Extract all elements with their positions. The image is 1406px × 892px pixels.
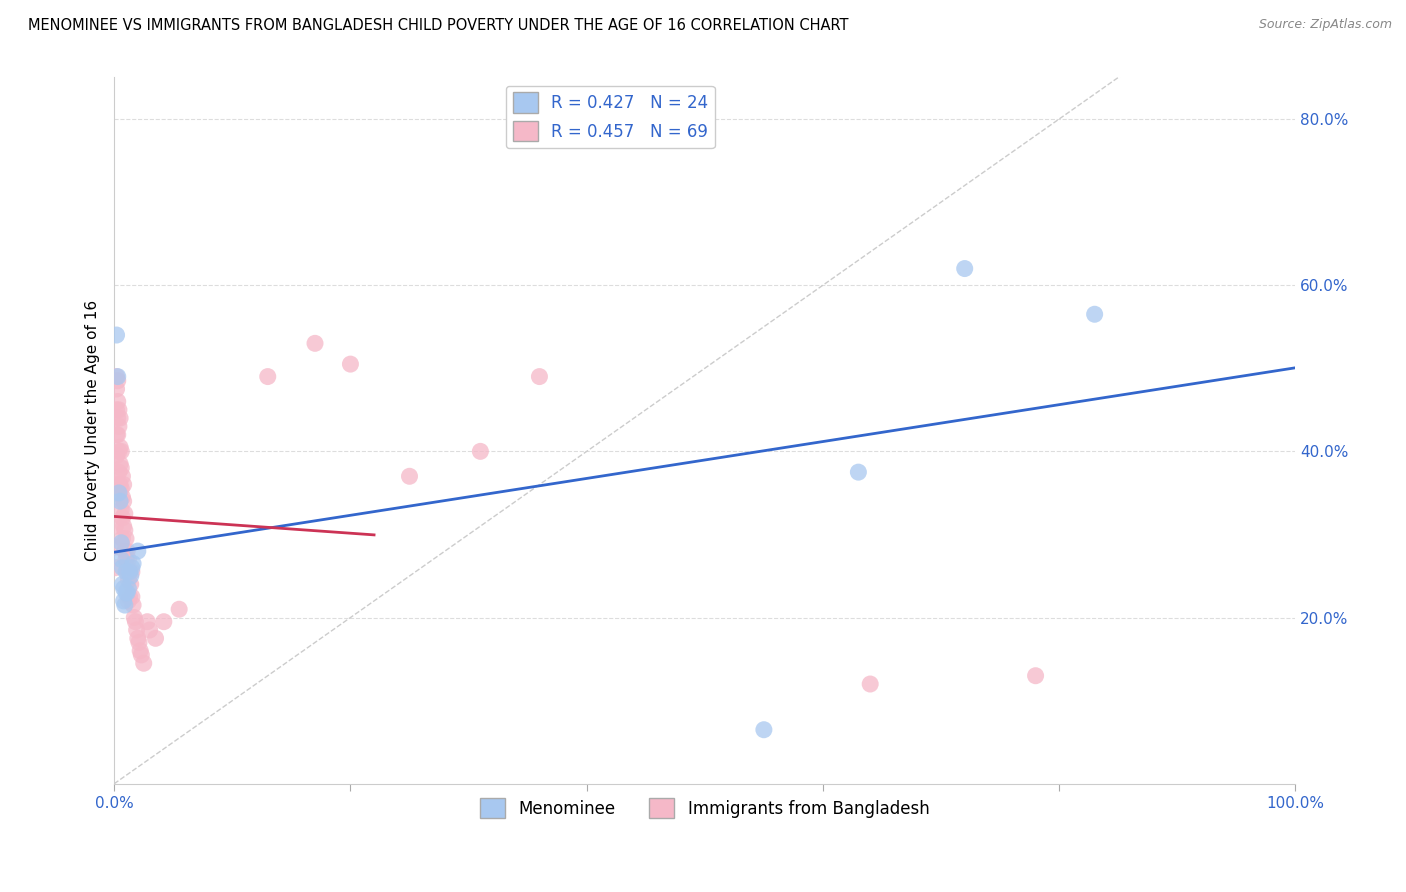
Point <box>115 565 138 579</box>
Point <box>108 457 131 471</box>
Point <box>111 490 134 504</box>
Point <box>108 465 131 479</box>
Text: Source: ZipAtlas.com: Source: ZipAtlas.com <box>1258 18 1392 31</box>
Point <box>117 594 139 608</box>
Point <box>122 610 145 624</box>
Point <box>752 723 775 737</box>
Point <box>153 615 176 629</box>
Point <box>118 565 141 579</box>
Point <box>110 502 132 516</box>
Point <box>127 632 149 646</box>
Point <box>256 369 278 384</box>
Point <box>115 565 138 579</box>
Point <box>118 565 141 579</box>
Point <box>105 369 128 384</box>
Point <box>107 477 129 491</box>
Point <box>112 477 135 491</box>
Point <box>398 469 420 483</box>
Point <box>108 486 131 500</box>
Point <box>120 569 142 583</box>
Point <box>121 565 143 579</box>
Point <box>128 635 150 649</box>
Point <box>339 357 361 371</box>
Point <box>105 328 128 343</box>
Point <box>104 560 127 574</box>
Point <box>121 590 143 604</box>
Point <box>105 382 128 396</box>
Point <box>111 511 134 525</box>
Point <box>112 494 135 508</box>
Point <box>1025 669 1047 683</box>
Point <box>848 465 870 479</box>
Point <box>110 444 132 458</box>
Point <box>117 552 139 566</box>
Point <box>118 590 141 604</box>
Point <box>108 444 131 458</box>
Point <box>107 411 129 425</box>
Point <box>110 535 132 549</box>
Point <box>115 585 138 599</box>
Point <box>127 544 149 558</box>
Point <box>114 507 136 521</box>
Legend: Menominee, Immigrants from Bangladesh: Menominee, Immigrants from Bangladesh <box>474 791 936 825</box>
Point <box>111 469 134 483</box>
Point <box>859 677 882 691</box>
Point <box>105 449 128 463</box>
Point <box>167 602 190 616</box>
Point <box>108 440 131 454</box>
Point <box>115 585 138 599</box>
Point <box>104 540 127 554</box>
Point <box>470 444 492 458</box>
Point <box>104 519 127 533</box>
Point <box>111 577 134 591</box>
Point <box>304 336 326 351</box>
Point <box>110 461 132 475</box>
Point <box>136 615 159 629</box>
Point <box>112 519 135 533</box>
Point <box>138 623 160 637</box>
Point <box>125 623 148 637</box>
Y-axis label: Child Poverty Under the Age of 16: Child Poverty Under the Age of 16 <box>86 300 100 561</box>
Point <box>953 261 976 276</box>
Point <box>129 644 152 658</box>
Point <box>114 524 136 538</box>
Point <box>122 598 145 612</box>
Point <box>111 560 134 574</box>
Point <box>108 402 131 417</box>
Point <box>124 615 146 629</box>
Point <box>107 394 129 409</box>
Text: MENOMINEE VS IMMIGRANTS FROM BANGLADESH CHILD POVERTY UNDER THE AGE OF 16 CORREL: MENOMINEE VS IMMIGRANTS FROM BANGLADESH … <box>28 18 849 33</box>
Point <box>107 369 129 384</box>
Point <box>145 632 167 646</box>
Point <box>114 544 136 558</box>
Point <box>120 577 142 591</box>
Point <box>111 532 134 546</box>
Point <box>115 532 138 546</box>
Point <box>115 544 138 558</box>
Point <box>107 374 129 388</box>
Point <box>117 582 139 596</box>
Point <box>107 427 129 442</box>
Point <box>529 369 551 384</box>
Point <box>131 648 153 662</box>
Point <box>1084 307 1107 321</box>
Point <box>114 598 136 612</box>
Point <box>115 552 138 566</box>
Point <box>110 552 132 566</box>
Point <box>108 477 131 491</box>
Point <box>110 482 132 496</box>
Point <box>105 427 128 442</box>
Point <box>108 494 131 508</box>
Point <box>108 419 131 434</box>
Point <box>132 657 155 671</box>
Point <box>122 557 145 571</box>
Point <box>112 582 135 596</box>
Point <box>117 573 139 587</box>
Point <box>112 594 135 608</box>
Point <box>121 560 143 574</box>
Point <box>105 402 128 417</box>
Point <box>108 411 131 425</box>
